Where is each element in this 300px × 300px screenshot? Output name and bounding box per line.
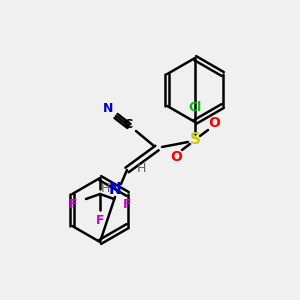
- Text: F: F: [69, 199, 77, 212]
- Text: Cl: Cl: [188, 101, 202, 114]
- Text: O: O: [208, 116, 220, 130]
- Text: O: O: [170, 150, 182, 164]
- Text: H: H: [136, 161, 146, 175]
- Text: N: N: [103, 103, 113, 116]
- Text: N: N: [109, 182, 122, 197]
- Text: F: F: [96, 214, 104, 227]
- Text: H: H: [100, 182, 110, 194]
- Text: C: C: [123, 118, 133, 130]
- Text: S: S: [190, 133, 200, 148]
- Text: F: F: [123, 199, 131, 212]
